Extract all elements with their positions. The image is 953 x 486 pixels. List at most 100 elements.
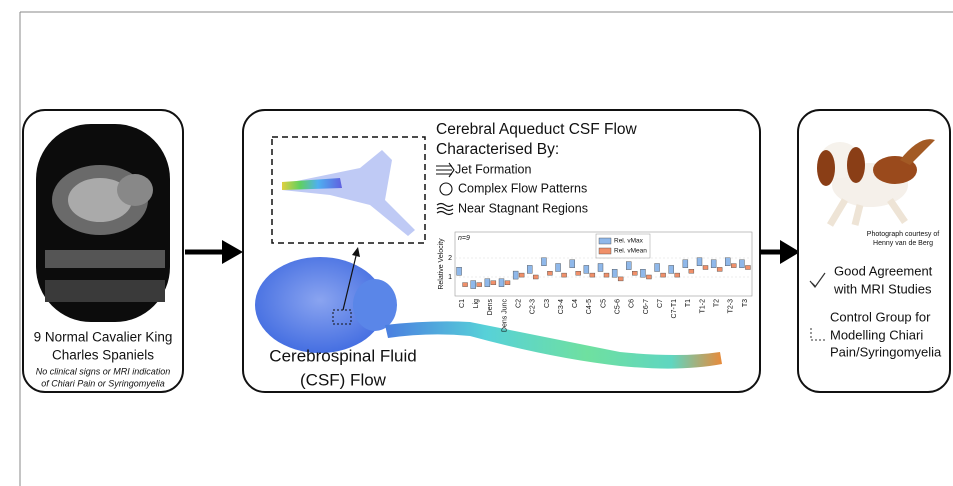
box: [688, 269, 695, 274]
center-caption: Cerebrospinal Fluid: [269, 346, 416, 365]
box: [710, 259, 717, 268]
photo-credit: Photograph courtesy of: [867, 231, 939, 238]
box: [725, 257, 731, 266]
box: [498, 278, 505, 287]
dog-photo: [817, 139, 935, 227]
box: [589, 272, 596, 278]
box: [668, 265, 674, 274]
box: [476, 282, 482, 287]
left-title: Charles Spaniels: [52, 348, 154, 363]
zoom-box: [271, 136, 426, 244]
x-tick-label: C2-3: [530, 299, 537, 314]
x-tick-label: Dens Junc: [501, 299, 508, 333]
box: [561, 272, 567, 278]
x-tick-label: C5-6: [614, 299, 621, 314]
x-tick-label: T1: [685, 299, 692, 307]
box: [654, 263, 660, 272]
check-icon: [809, 272, 826, 288]
box: [583, 265, 590, 274]
box: [490, 280, 497, 285]
left-note: No clinical signs or MRI indication: [36, 366, 171, 376]
x-tick-label: C3-4: [558, 299, 565, 314]
box: [512, 270, 519, 280]
box: [674, 272, 680, 278]
box: [547, 271, 553, 276]
legend-label: Rel. vMean: [614, 248, 647, 255]
x-tick-label: Dens: [487, 299, 494, 316]
box: [575, 271, 581, 276]
legend-swatch: [598, 247, 612, 255]
box: [739, 259, 745, 268]
x-tick-label: C4: [572, 299, 579, 308]
box: [702, 265, 709, 270]
outcome: Pain/Syringomyelia: [830, 344, 942, 359]
annotation: n=9: [458, 235, 470, 242]
x-tick-label: T2-3: [728, 299, 735, 314]
box: [518, 272, 525, 278]
brain-model: [255, 247, 722, 369]
center-heading: Characterised By:: [436, 141, 559, 158]
box: [660, 272, 666, 278]
x-tick-label: C3: [544, 299, 551, 308]
box: [617, 276, 624, 282]
arrow: [185, 240, 243, 264]
x-tick-label: C7-T1: [671, 299, 678, 319]
box: [716, 267, 723, 272]
box: [626, 261, 632, 270]
outcome: Good Agreement: [834, 263, 933, 278]
y-tick-label: 2: [448, 255, 452, 262]
outcome: Control Group for: [830, 309, 931, 324]
box: [603, 272, 610, 278]
box: [682, 259, 689, 268]
x-tick-label: C1: [459, 299, 466, 308]
axis-icon: [810, 328, 825, 341]
x-tick-label: T1-2: [699, 299, 706, 314]
x-tick-label: C4-5: [586, 299, 593, 314]
outcome: Modelling Chiari: [830, 327, 923, 342]
plot-area: [454, 231, 753, 297]
box: [569, 259, 575, 268]
feature: Jet Formation: [455, 162, 531, 176]
frame: [19, 11, 953, 486]
center-caption: (CSF) Flow: [300, 370, 387, 389]
x-tick-label: C7: [657, 299, 664, 308]
box: [462, 282, 468, 287]
x-tick-label: C2: [515, 299, 522, 308]
box: [470, 280, 476, 289]
box: [456, 267, 462, 276]
x-tick-label: T2: [713, 299, 720, 307]
y-tick-label: 1: [448, 274, 452, 281]
box: [632, 271, 638, 276]
mri-image: [36, 124, 170, 322]
box: [640, 269, 646, 278]
feature: Near Stagnant Regions: [458, 201, 588, 215]
x-tick-label: Lig: [473, 299, 480, 308]
box: [611, 269, 618, 278]
box: [555, 263, 561, 272]
box: [527, 265, 533, 274]
aqueduct-model: [282, 150, 415, 236]
box: [745, 265, 751, 270]
box: [484, 278, 491, 287]
inset-chart: n=9 Relative Velocity 1 2 C1 Lig Dens Dens Junc…: [438, 231, 753, 333]
legend-swatch: [598, 237, 612, 245]
x-tick-label: T3: [742, 299, 749, 307]
center-heading: Cerebral Aqueduct CSF Flow: [436, 121, 638, 138]
x-tick-label: C5: [600, 299, 607, 308]
box: [504, 280, 511, 285]
box: [646, 274, 652, 280]
legend-label: Rel. vMax: [614, 238, 644, 245]
x-tick-label: C6: [629, 299, 636, 308]
box: [533, 274, 539, 280]
y-axis-label: Relative Velocity: [438, 238, 445, 290]
left-title: 9 Normal Cavalier King: [34, 330, 173, 345]
box: [696, 257, 703, 266]
left-note: of Chiari Pain or Syringomyelia: [41, 378, 165, 388]
photo-credit: Henny van de Berg: [873, 240, 933, 247]
feature-icons: [436, 162, 455, 216]
box: [597, 263, 604, 272]
box: [541, 257, 547, 266]
box: [731, 263, 737, 268]
arrow: [760, 240, 800, 264]
